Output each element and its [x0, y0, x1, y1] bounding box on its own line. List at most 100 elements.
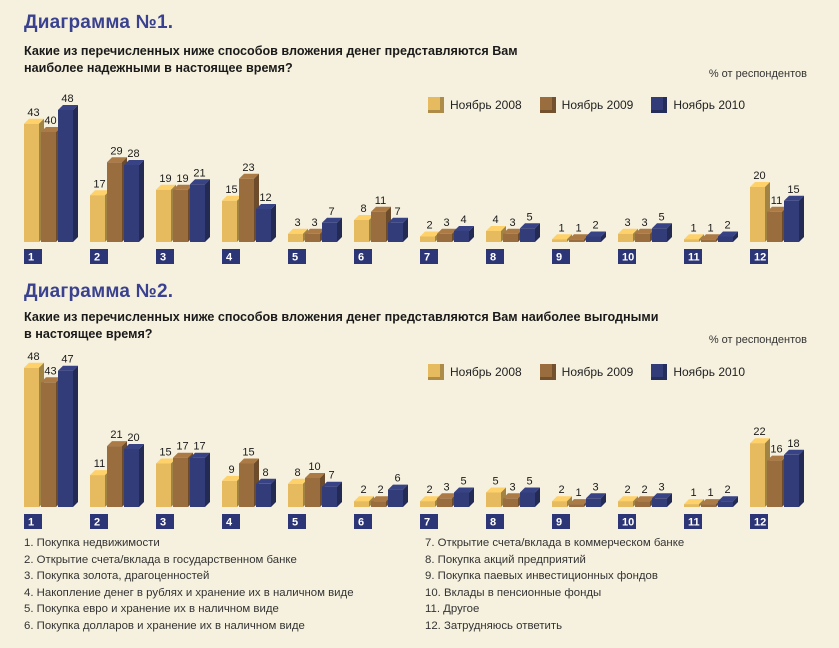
- bar-top: [58, 365, 78, 371]
- note-item: 2. Открытие счета/вклада в государственн…: [24, 553, 297, 566]
- bar-side: [73, 105, 78, 242]
- bar: [322, 222, 337, 242]
- chart2-legend-item-2009: Ноябрь 2009: [539, 364, 633, 380]
- bar-top: [124, 160, 144, 165]
- data-label: 15: [242, 447, 254, 459]
- tick-label: 9: [556, 517, 562, 529]
- data-label: 3: [509, 217, 515, 229]
- bar: [486, 231, 501, 242]
- data-label: 20: [753, 170, 765, 182]
- legend-label-2009: Ноябрь 2009: [561, 98, 634, 112]
- bar: [503, 233, 518, 242]
- data-label: 18: [787, 438, 799, 450]
- data-label: 4: [460, 214, 466, 226]
- data-label: 1: [707, 222, 713, 234]
- bar: [90, 475, 105, 507]
- bar-side: [733, 231, 738, 242]
- bar: [156, 189, 171, 242]
- bar-top: [354, 496, 374, 502]
- bar: [701, 239, 716, 242]
- data-label: 3: [311, 217, 317, 229]
- bar-side: [337, 481, 342, 507]
- category-box: [618, 514, 636, 529]
- data-label: 11: [771, 195, 782, 207]
- data-label: 4: [492, 214, 498, 226]
- legend-label-2010: Ноябрь 2010: [673, 98, 746, 112]
- category-box: [684, 514, 702, 529]
- note-item: 9. Покупка паевых инвестиционных фондов: [425, 570, 658, 583]
- bar: [256, 209, 271, 242]
- bar: [569, 504, 584, 507]
- bar: [437, 233, 452, 242]
- data-label: 1: [690, 222, 696, 234]
- bar-top: [454, 487, 474, 493]
- chart1-legend-item-2008: Ноябрь 2008: [428, 97, 522, 113]
- bar-side: [73, 365, 78, 507]
- bar-top: [256, 204, 276, 209]
- category-box: [684, 249, 702, 264]
- bar: [222, 200, 237, 242]
- data-label: 17: [176, 441, 188, 453]
- bar-side: [567, 496, 572, 507]
- tick-label: 3: [160, 517, 166, 529]
- tick-label: 5: [292, 252, 298, 264]
- bar-top: [173, 184, 193, 190]
- bar-top: [354, 215, 374, 220]
- note-item: 7. Открытие счета/вклада в коммерческом …: [425, 537, 685, 549]
- tick-label: 10: [622, 252, 634, 264]
- data-label: 47: [61, 354, 73, 366]
- bar-top: [305, 228, 325, 234]
- bar: [718, 236, 733, 242]
- data-label: 8: [294, 467, 300, 479]
- bar: [552, 239, 567, 242]
- bar-top: [58, 105, 78, 110]
- category-box: [288, 249, 306, 264]
- tick-label: 5: [292, 517, 298, 529]
- note-item: 6. Покупка долларов и хранение их в нали…: [24, 619, 305, 632]
- bar-side: [271, 204, 276, 242]
- category-box: [24, 514, 42, 529]
- data-label: 2: [724, 220, 730, 232]
- data-label: 3: [294, 217, 300, 229]
- bar: [58, 110, 73, 242]
- data-label: 15: [159, 447, 171, 459]
- bar-top: [718, 496, 738, 502]
- bar-top: [173, 452, 193, 458]
- bar: [784, 454, 799, 507]
- bar: [767, 211, 782, 242]
- bar-top: [305, 473, 325, 478]
- category-box: [90, 514, 108, 529]
- bar: [569, 239, 584, 242]
- bar: [173, 457, 188, 507]
- bar: [58, 370, 73, 507]
- tick-label: 2: [94, 252, 100, 264]
- bar: [371, 211, 386, 242]
- bar-top: [239, 458, 259, 464]
- tick-label: 10: [622, 517, 634, 529]
- category-box: [486, 514, 504, 529]
- bar-top: [767, 206, 787, 212]
- data-label: 1: [707, 487, 713, 499]
- data-label: 28: [127, 148, 139, 160]
- data-label: 3: [641, 217, 647, 229]
- chart2-legend-item-2010: Ноябрь 2010: [651, 364, 745, 380]
- bar-top: [222, 195, 242, 201]
- category-box: [420, 249, 438, 264]
- data-label: 7: [328, 206, 334, 218]
- data-label: 8: [360, 203, 366, 215]
- bar-top: [190, 452, 210, 458]
- note-item: 3. Покупка золота, драгоценностей: [24, 570, 210, 583]
- bar-top: [90, 470, 110, 476]
- data-label: 3: [592, 481, 598, 493]
- bar: [552, 501, 567, 507]
- bar: [635, 501, 650, 507]
- chart2-question: Какие из перечисленных ниже способов вло…: [24, 309, 658, 343]
- legend-label-2008: Ноябрь 2008: [450, 365, 522, 379]
- legend-swatch-2008: [428, 364, 444, 380]
- category-box: [288, 514, 306, 529]
- bar-top: [437, 493, 457, 499]
- bar: [388, 489, 403, 507]
- bar-top: [520, 223, 540, 229]
- bar: [24, 367, 39, 507]
- data-label: 11: [94, 458, 105, 470]
